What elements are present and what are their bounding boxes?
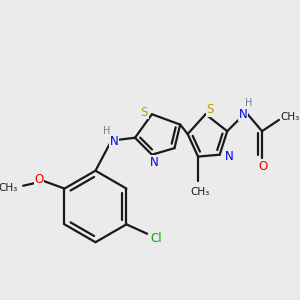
Text: CH₃: CH₃ [190, 187, 210, 197]
Text: N: N [239, 108, 248, 121]
Text: N: N [225, 150, 233, 163]
Text: S: S [207, 103, 214, 116]
Text: O: O [258, 160, 268, 173]
Text: O: O [34, 173, 44, 186]
Text: CH₃: CH₃ [280, 112, 300, 122]
Text: N: N [149, 156, 158, 169]
Text: Cl: Cl [151, 232, 162, 245]
Text: S: S [141, 106, 148, 119]
Text: N: N [110, 135, 119, 148]
Text: H: H [103, 126, 110, 136]
Text: H: H [245, 98, 253, 108]
Text: CH₃: CH₃ [0, 183, 18, 193]
